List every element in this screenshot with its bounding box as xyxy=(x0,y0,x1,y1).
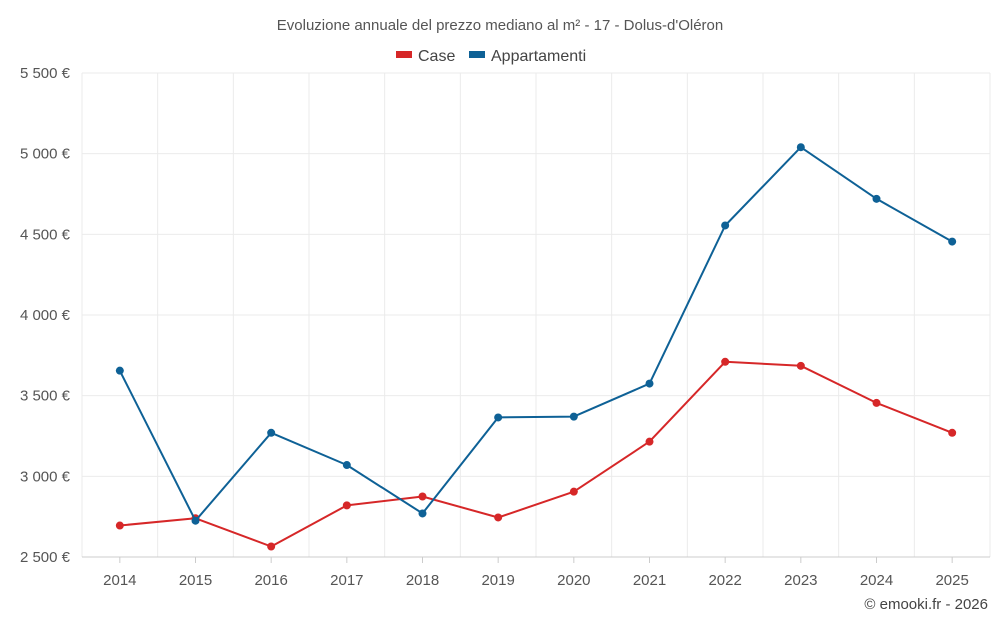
x-tick-label: 2019 xyxy=(481,572,514,589)
legend-item-case[interactable]: Case xyxy=(396,48,455,65)
data-point-case[interactable] xyxy=(569,487,578,496)
x-tick-label: 2018 xyxy=(406,572,439,589)
y-tick-label: 5 500 € xyxy=(20,65,71,82)
data-point-appartamenti[interactable] xyxy=(569,412,578,421)
data-point-appartamenti[interactable] xyxy=(191,516,200,525)
credit-text: © emooki.fr - 2026 xyxy=(864,596,988,613)
x-tick-label: 2024 xyxy=(860,572,893,589)
legend-label-appartamenti: Appartamenti xyxy=(491,48,586,65)
data-point-appartamenti[interactable] xyxy=(494,413,503,422)
x-tick-label: 2025 xyxy=(935,572,968,589)
legend-swatch-case xyxy=(396,51,412,58)
data-point-case[interactable] xyxy=(418,492,427,501)
x-tick-label: 2021 xyxy=(633,572,666,589)
series-line-appartamenti xyxy=(118,146,953,522)
y-tick-label: 2 500 € xyxy=(20,549,71,566)
series-case xyxy=(115,357,957,551)
data-point-case[interactable] xyxy=(645,437,654,446)
data-point-appartamenti[interactable] xyxy=(796,143,805,152)
data-point-appartamenti[interactable] xyxy=(342,461,351,470)
legend-label-case: Case xyxy=(418,48,455,65)
legend[interactable]: Case Appartamenti xyxy=(396,48,586,65)
data-point-appartamenti[interactable] xyxy=(872,194,881,203)
x-tick-label: 2022 xyxy=(708,572,741,589)
chart-title: Evoluzione annuale del prezzo mediano al… xyxy=(277,17,723,34)
legend-item-appartamenti[interactable]: Appartamenti xyxy=(469,48,586,65)
data-point-appartamenti[interactable] xyxy=(418,509,427,518)
data-point-appartamenti[interactable] xyxy=(721,221,730,230)
x-tick-label: 2017 xyxy=(330,572,363,589)
x-tick-label: 2016 xyxy=(254,572,287,589)
axes: 2 500 € 3 000 € 3 500 € 4 000 € 4 500 € 5 000… xyxy=(20,65,990,589)
data-point-case[interactable] xyxy=(721,357,730,366)
y-tick-label: 3 000 € xyxy=(20,468,71,485)
series-line-case xyxy=(119,360,953,548)
data-point-case[interactable] xyxy=(872,398,881,407)
y-tick-label: 4 000 € xyxy=(20,307,71,324)
x-tick-label: 2023 xyxy=(784,572,817,589)
data-point-appartamenti[interactable] xyxy=(645,379,654,388)
data-point-case[interactable] xyxy=(948,428,957,437)
data-point-appartamenti[interactable] xyxy=(948,237,957,246)
data-point-case[interactable] xyxy=(115,521,124,530)
data-point-appartamenti[interactable] xyxy=(267,428,276,437)
data-point-case[interactable] xyxy=(267,542,276,551)
series-layer xyxy=(115,143,957,551)
grid xyxy=(81,72,991,557)
data-point-appartamenti[interactable] xyxy=(115,366,124,375)
data-point-case[interactable] xyxy=(796,361,805,370)
y-tick-label: 4 500 € xyxy=(20,226,71,243)
legend-swatch-appartamenti xyxy=(469,51,485,58)
x-tick-label: 2020 xyxy=(557,572,590,589)
series-appartamenti xyxy=(115,143,957,525)
data-point-case[interactable] xyxy=(494,513,503,522)
x-tick-label: 2015 xyxy=(179,572,212,589)
data-point-case[interactable] xyxy=(342,501,351,510)
x-tick-label: 2014 xyxy=(103,572,136,589)
y-tick-label: 5 000 € xyxy=(20,146,71,163)
y-tick-label: 3 500 € xyxy=(20,388,71,405)
